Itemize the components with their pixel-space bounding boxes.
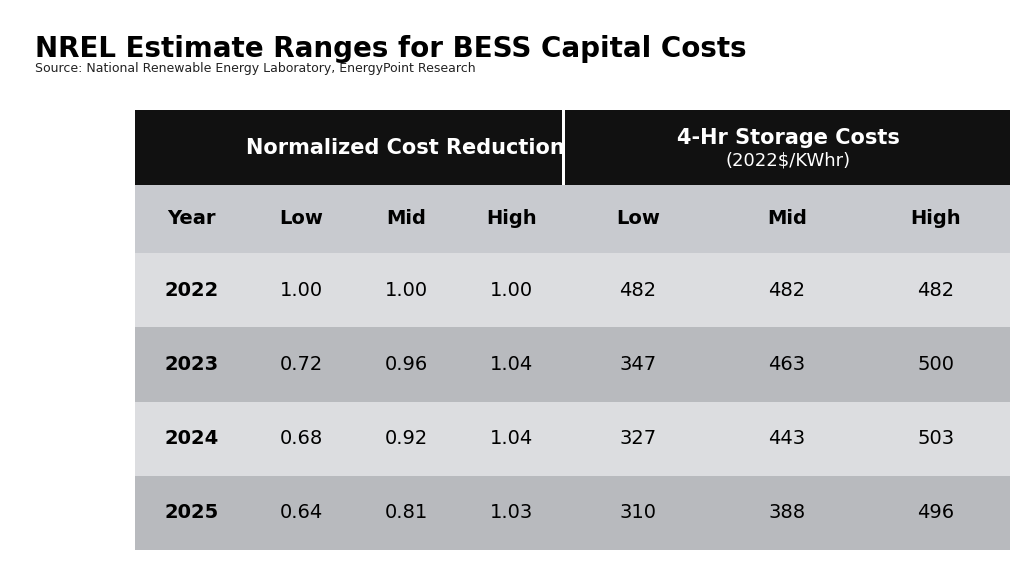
- Text: 500: 500: [918, 355, 954, 374]
- Text: 1.04: 1.04: [489, 355, 532, 374]
- Text: 327: 327: [620, 429, 656, 448]
- Bar: [135, 185, 1010, 253]
- Text: Low: Low: [616, 210, 660, 229]
- Bar: [249, 110, 562, 185]
- Text: 0.96: 0.96: [385, 355, 428, 374]
- Text: (2022$/KWhr): (2022$/KWhr): [726, 152, 851, 170]
- Text: Low: Low: [280, 210, 324, 229]
- Text: Mid: Mid: [767, 210, 807, 229]
- Bar: [565, 110, 1010, 185]
- Text: Mid: Mid: [386, 210, 426, 229]
- Text: 2022: 2022: [165, 281, 219, 300]
- Bar: [135, 476, 1010, 550]
- Text: 2023: 2023: [165, 355, 219, 374]
- Text: Normalized Cost Reduction: Normalized Cost Reduction: [246, 138, 565, 157]
- Bar: [135, 110, 249, 185]
- Text: 1.00: 1.00: [385, 281, 428, 300]
- Text: 2024: 2024: [165, 429, 219, 448]
- Text: 1.00: 1.00: [280, 281, 323, 300]
- Bar: [135, 253, 1010, 327]
- Text: 0.64: 0.64: [280, 503, 323, 522]
- Text: 2025: 2025: [165, 503, 219, 522]
- Text: 482: 482: [918, 281, 954, 300]
- Text: 347: 347: [620, 355, 656, 374]
- Text: 388: 388: [768, 503, 806, 522]
- Bar: [135, 401, 1010, 476]
- Text: 482: 482: [620, 281, 656, 300]
- Text: Year: Year: [168, 210, 216, 229]
- Text: 1.03: 1.03: [489, 503, 532, 522]
- Text: NREL Estimate Ranges for BESS Capital Costs: NREL Estimate Ranges for BESS Capital Co…: [35, 35, 746, 63]
- Text: 0.72: 0.72: [280, 355, 323, 374]
- Text: 1.00: 1.00: [489, 281, 532, 300]
- Text: High: High: [910, 210, 961, 229]
- Text: 443: 443: [768, 429, 806, 448]
- Text: 1.04: 1.04: [489, 429, 532, 448]
- Text: 496: 496: [918, 503, 954, 522]
- Text: 482: 482: [768, 281, 806, 300]
- Text: 310: 310: [620, 503, 656, 522]
- Text: High: High: [486, 210, 537, 229]
- Text: 0.81: 0.81: [385, 503, 428, 522]
- Text: 463: 463: [768, 355, 806, 374]
- Text: 503: 503: [918, 429, 954, 448]
- Text: Source: National Renewable Energy Laboratory, EnergyPoint Research: Source: National Renewable Energy Labora…: [35, 62, 475, 75]
- Bar: [135, 327, 1010, 401]
- Text: 4-Hr Storage Costs: 4-Hr Storage Costs: [677, 128, 900, 149]
- Text: 0.92: 0.92: [385, 429, 428, 448]
- Text: 0.68: 0.68: [280, 429, 323, 448]
